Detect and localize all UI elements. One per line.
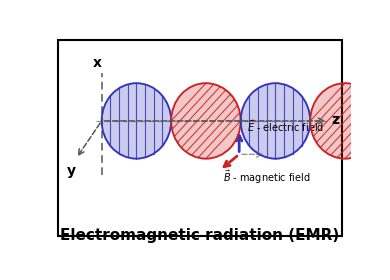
Text: y: y	[67, 164, 76, 178]
Text: Electromagnetic radiation (EMR): Electromagnetic radiation (EMR)	[60, 228, 340, 243]
Ellipse shape	[310, 83, 380, 159]
Text: x: x	[92, 56, 102, 70]
Text: $\vec{E}$ - electric field: $\vec{E}$ - electric field	[247, 119, 324, 134]
Ellipse shape	[171, 83, 241, 159]
Text: z: z	[332, 113, 339, 127]
Text: $\vec{B}$ - magnetic field: $\vec{B}$ - magnetic field	[223, 168, 310, 186]
Ellipse shape	[241, 83, 310, 159]
Ellipse shape	[102, 83, 171, 159]
